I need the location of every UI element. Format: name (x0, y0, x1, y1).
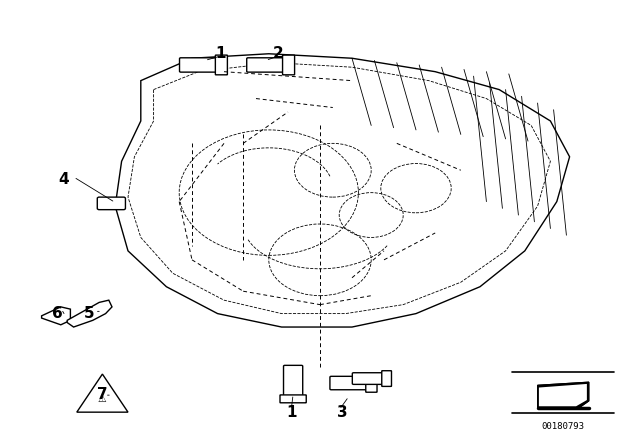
FancyBboxPatch shape (381, 371, 392, 386)
Polygon shape (67, 300, 112, 327)
Text: 00180793: 00180793 (541, 422, 585, 431)
Polygon shape (42, 307, 70, 325)
FancyBboxPatch shape (97, 197, 125, 210)
FancyBboxPatch shape (280, 395, 307, 403)
Text: ⚠: ⚠ (98, 394, 107, 404)
Text: 4: 4 (59, 172, 69, 187)
Text: 1: 1 (286, 405, 296, 420)
Text: 5: 5 (84, 306, 95, 321)
Text: 3: 3 (337, 405, 348, 420)
FancyBboxPatch shape (284, 366, 303, 396)
FancyBboxPatch shape (283, 55, 294, 75)
Text: 1: 1 (216, 46, 226, 61)
FancyBboxPatch shape (179, 58, 217, 72)
Polygon shape (539, 384, 587, 406)
Polygon shape (77, 374, 128, 412)
Polygon shape (538, 382, 589, 408)
FancyBboxPatch shape (246, 58, 284, 72)
FancyBboxPatch shape (215, 55, 227, 75)
Text: 7: 7 (97, 387, 108, 402)
FancyBboxPatch shape (366, 374, 377, 392)
Text: 6: 6 (52, 306, 63, 321)
Text: 2: 2 (273, 46, 284, 61)
FancyBboxPatch shape (330, 376, 367, 390)
FancyBboxPatch shape (352, 373, 384, 384)
